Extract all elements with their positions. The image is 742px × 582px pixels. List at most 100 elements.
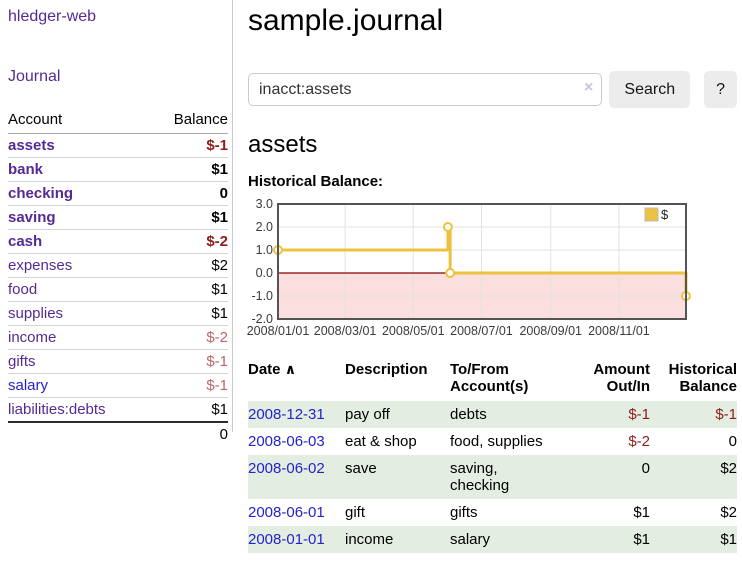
accounts-tbody: assets $-1 bank $1 checking 0 saving $1 cash $-2 e… — [8, 133, 228, 423]
transaction-balance: $-1 — [715, 406, 737, 423]
transaction-date-link[interactable]: 2008-06-01 — [248, 504, 325, 521]
register-header-row: Date ∧ Description To/From Account(s) Am… — [248, 357, 737, 401]
transaction-accounts: gifts — [450, 504, 478, 521]
svg-text:2008/07/01: 2008/07/01 — [450, 324, 513, 338]
account-row: gifts $-1 — [8, 349, 228, 374]
account-link[interactable]: salary — [8, 377, 49, 394]
svg-text:2008/03/01: 2008/03/01 — [314, 324, 377, 338]
transaction-row: 2008-06-03 eat & shop food, supplies $-2 0 — [248, 428, 737, 455]
transaction-accounts: saving, checking — [450, 460, 510, 494]
transaction-description: income — [345, 531, 394, 548]
account-balance: $1 — [149, 397, 228, 423]
help-button[interactable]: ? — [704, 71, 737, 108]
account-row: checking 0 — [8, 181, 228, 206]
sidebar: hledger-web Journal Account Balance asse… — [0, 0, 233, 446]
transaction-balance: $1 — [720, 531, 737, 548]
account-link[interactable]: supplies — [8, 305, 64, 322]
account-balance: 0 — [149, 181, 228, 206]
account-balance: $-2 — [149, 229, 228, 254]
sidebar-item-journal[interactable]: Journal — [8, 68, 61, 85]
svg-text:2008/01/01: 2008/01/01 — [247, 324, 310, 338]
svg-text:2.0: 2.0 — [256, 220, 273, 234]
account-row: salary $-1 — [8, 373, 228, 398]
transaction-row: 2008-06-01 gift gifts $1 $2 — [248, 499, 737, 526]
date-header-label: Date — [248, 361, 281, 378]
transaction-date-link[interactable]: 2008-06-03 — [248, 433, 325, 450]
transaction-date-link[interactable]: 2008-12-31 — [248, 406, 325, 423]
transaction-amount: 0 — [641, 460, 650, 477]
account-link[interactable]: income — [8, 329, 57, 346]
account-row: supplies $1 — [8, 301, 228, 326]
account-balance: $1 — [149, 301, 228, 326]
account-balance: $-2 — [149, 325, 228, 350]
accounts-balance-table: Account Balance assets $-1 bank $1 checking 0… — [8, 108, 228, 446]
account-link[interactable]: checking — [8, 185, 74, 202]
transaction-description: save — [345, 460, 377, 477]
account-link[interactable]: food — [8, 281, 38, 298]
transaction-date-link[interactable]: 2008-01-01 — [248, 531, 325, 548]
app-title-link[interactable]: hledger-web — [8, 8, 97, 25]
accounts-total-row: 0 — [8, 421, 228, 446]
svg-text:-2.0: -2.0 — [251, 312, 273, 326]
transaction-description: gift — [345, 504, 366, 521]
account-link[interactable]: liabilities:debts — [8, 401, 106, 418]
account-balance: $1 — [149, 205, 228, 230]
transaction-amount: $1 — [633, 531, 650, 548]
balance-column-header[interactable]: Historical Balance — [668, 361, 737, 395]
account-row: expenses $2 — [8, 253, 228, 278]
account-balance: $-1 — [149, 373, 228, 398]
transaction-amount: $-2 — [628, 433, 650, 450]
svg-text:$: $ — [661, 207, 669, 222]
account-link[interactable]: bank — [8, 161, 44, 178]
description-column-header[interactable]: Description — [345, 361, 428, 378]
account-balance: $2 — [149, 253, 228, 278]
account-link[interactable]: assets — [8, 137, 55, 154]
transaction-balance: $2 — [720, 504, 737, 521]
register-table: Date ∧ Description To/From Account(s) Am… — [248, 357, 737, 553]
account-page-title: assets — [248, 131, 318, 158]
svg-text:-1.0: -1.0 — [251, 289, 273, 303]
account-row: liabilities:debts $1 — [8, 397, 228, 423]
account-row: cash $-2 — [8, 229, 228, 254]
svg-text:1.0: 1.0 — [256, 243, 273, 257]
sort-ascending-icon: ∧ — [284, 361, 297, 377]
search-input[interactable] — [248, 73, 603, 106]
accounts-total-value: 0 — [149, 421, 228, 446]
account-row: income $-2 — [8, 325, 228, 350]
transaction-amount: $-1 — [628, 406, 650, 423]
svg-text:2008/11/01: 2008/11/01 — [588, 324, 650, 338]
historical-balance-chart[interactable]: 3.0 2.0 1.0 0.0 -1.0 -2.0 2008/01/01 2008/03/01… — [247, 197, 737, 341]
account-balance: $1 — [149, 157, 228, 182]
chart-heading: Historical Balance: — [248, 173, 384, 190]
amount-column-header[interactable]: Amount Out/In — [593, 361, 650, 395]
transaction-amount: $1 — [633, 504, 650, 521]
transaction-accounts: salary — [450, 531, 491, 548]
account-column-header: Account — [8, 108, 150, 134]
account-row: bank $1 — [8, 157, 228, 182]
transaction-row: 2008-06-02 save saving, checking 0 $2 — [248, 455, 737, 499]
transaction-balance: $2 — [720, 460, 737, 477]
account-link[interactable]: gifts — [8, 353, 36, 370]
svg-text:0.0: 0.0 — [256, 266, 273, 280]
svg-text:2008/05/01: 2008/05/01 — [382, 324, 445, 338]
date-column-header[interactable]: Date ∧ — [248, 357, 345, 401]
svg-text:2008/09/01: 2008/09/01 — [519, 324, 582, 338]
account-link[interactable]: saving — [8, 209, 56, 226]
transaction-description: eat & shop — [345, 433, 417, 450]
transaction-accounts: debts — [450, 406, 487, 423]
search-button[interactable]: Search — [609, 71, 691, 108]
page-title: sample.journal — [248, 4, 444, 37]
transaction-date-link[interactable]: 2008-06-02 — [248, 460, 325, 477]
account-link[interactable]: expenses — [8, 257, 73, 274]
account-row: assets $-1 — [8, 133, 228, 158]
search-form: × Search ? — [248, 71, 737, 108]
transaction-balance: 0 — [728, 433, 737, 450]
account-link[interactable]: cash — [8, 233, 43, 250]
transaction-accounts: food, supplies — [450, 433, 543, 450]
account-column-header[interactable]: To/From Account(s) — [450, 361, 529, 395]
account-row: food $1 — [8, 277, 228, 302]
transaction-description: pay off — [345, 406, 390, 423]
clear-search-icon[interactable]: × — [584, 79, 594, 96]
svg-text:3.0: 3.0 — [256, 197, 273, 211]
